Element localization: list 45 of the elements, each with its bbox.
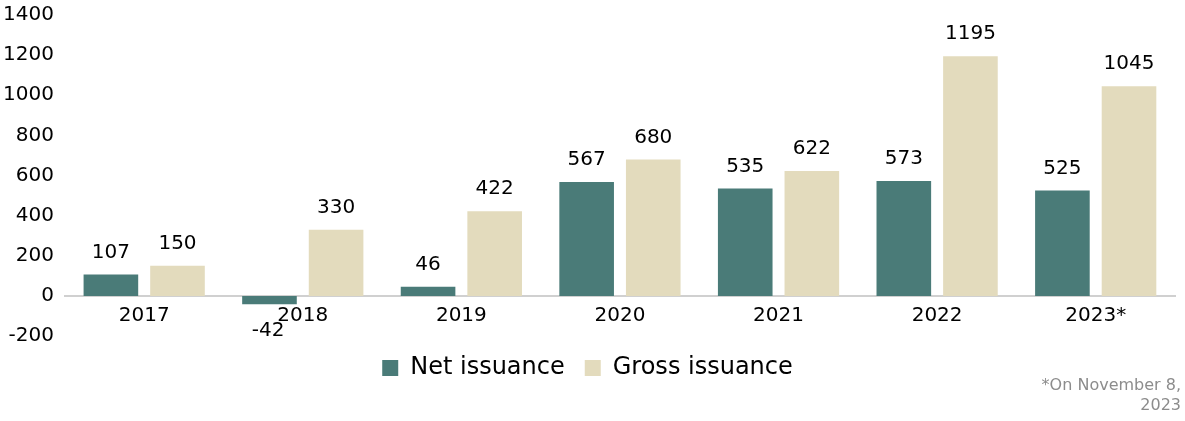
text: *On November 8, 2023: [1040, 375, 1181, 415]
bar: [242, 295, 297, 305]
y-tick-label: 600: [15, 161, 54, 186]
data-label: 1195: [944, 20, 996, 45]
x-tick-label: 2017: [118, 302, 170, 327]
y-tick-label: 800: [15, 121, 54, 146]
data-label: 525: [1043, 154, 1082, 179]
data-label: 330: [316, 193, 356, 218]
x-tick-label: 2022: [911, 302, 963, 327]
y-tick-label: 1200: [2, 41, 54, 66]
bar: [784, 171, 840, 296]
data-label: 46: [415, 250, 441, 275]
bar: [467, 211, 522, 296]
data-label: 622: [792, 135, 831, 160]
bar: [400, 286, 456, 296]
x-tick-label: 2020: [594, 302, 646, 327]
y-tick-label: 0: [41, 282, 54, 307]
bar: [717, 188, 773, 296]
data-label: 535: [726, 152, 765, 177]
bar: [559, 182, 614, 296]
bar: [150, 265, 205, 296]
bar: [83, 274, 139, 296]
data-label: 573: [884, 145, 923, 170]
x-tick-label: 2021: [753, 302, 804, 327]
y-tick-label: 1000: [2, 81, 54, 106]
data-label: 150: [158, 229, 197, 254]
data-label: 1045: [1103, 50, 1155, 75]
bar: [308, 229, 364, 296]
data-label: 422: [475, 175, 514, 200]
y-tick-label: -200: [8, 322, 54, 347]
y-tick-label: 400: [15, 201, 54, 226]
bar: [943, 56, 998, 296]
bar: [1035, 190, 1090, 296]
data-label: 107: [91, 238, 130, 263]
bar: [876, 180, 932, 296]
bar: [1101, 86, 1157, 296]
legend-label: Net issuance: [410, 352, 565, 381]
y-tick-label: 1400: [2, 1, 54, 26]
y-tick-label: 200: [15, 241, 54, 266]
data-label: 680: [634, 123, 673, 148]
x-tick-label: 2019: [435, 302, 487, 327]
x-tick-label: 2023*: [1065, 302, 1127, 327]
data-label: 567: [567, 146, 606, 171]
bar: [625, 159, 681, 296]
legend-label: Gross issuance: [612, 352, 793, 381]
